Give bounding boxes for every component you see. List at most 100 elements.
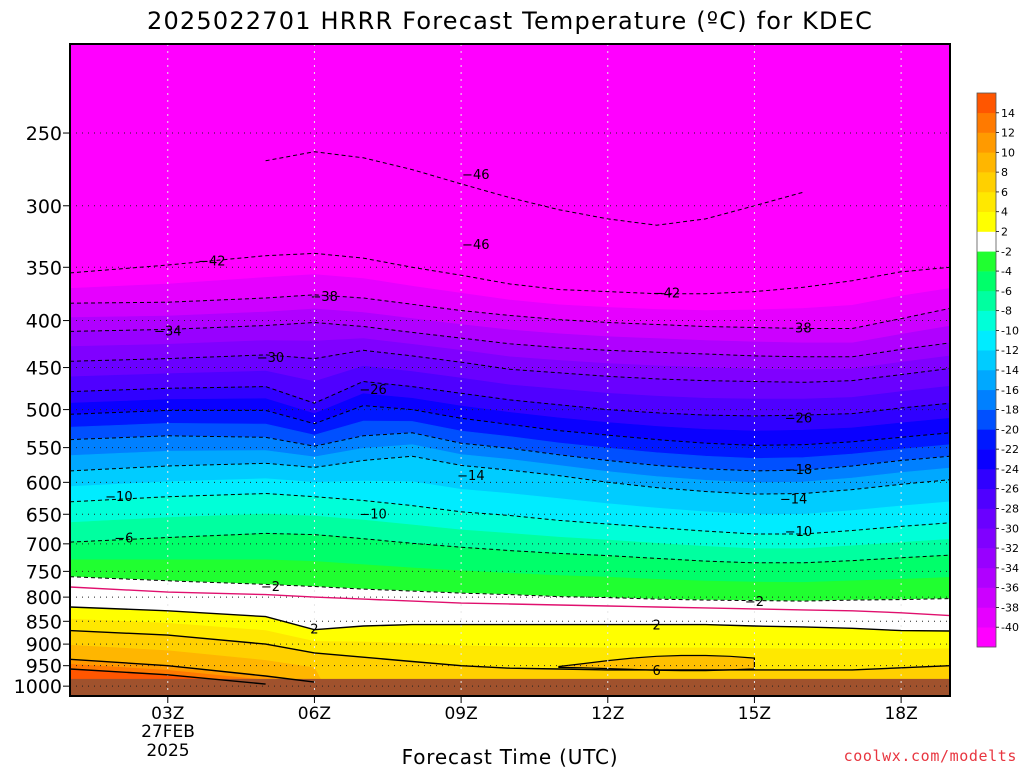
y-tick-label: 450	[26, 358, 62, 380]
y-tick-label: 300	[26, 196, 62, 218]
contour-label: −2	[261, 580, 280, 595]
contour-label: −18	[785, 463, 812, 478]
colorbar-swatch	[977, 172, 996, 193]
y-tick-label: 750	[26, 561, 62, 583]
colorbar-swatch	[977, 587, 996, 608]
colorbar-label: -20	[1001, 423, 1019, 436]
y-tick-label: 800	[26, 587, 62, 609]
date-label-year: 2025	[146, 741, 189, 761]
y-tick-label: 900	[26, 634, 62, 656]
y-tick-label: 700	[26, 534, 62, 556]
colorbar-swatch	[977, 370, 996, 391]
y-axis: 2503003504004505005506006507007508008509…	[14, 123, 70, 698]
y-tick-label: 550	[26, 438, 62, 460]
colorbar-swatch	[977, 271, 996, 292]
contour-label: −38	[311, 290, 338, 305]
colorbar-swatch	[977, 330, 996, 351]
colorbar-label: -2	[1001, 245, 1012, 258]
colorbar-label: 6	[1001, 186, 1008, 199]
y-tick-label: 250	[26, 123, 62, 145]
contour-label: −26	[359, 383, 386, 398]
isotherm-line	[70, 606, 950, 632]
colorbar: -40-38-36-34-32-30-28-26-24-22-20-18-16-…	[976, 92, 1019, 648]
colorbar-swatch	[977, 152, 996, 173]
contour-label: −14	[457, 469, 484, 484]
isotherm-line	[70, 294, 950, 329]
colorbar-swatch	[977, 231, 996, 252]
colorbar-swatch	[977, 429, 996, 450]
isotherm-line	[70, 576, 950, 602]
isotherm-line	[265, 151, 804, 226]
contour-label: −30	[257, 351, 284, 366]
isotherm-line	[70, 252, 950, 295]
colorbar-label: -6	[1001, 285, 1012, 298]
colorbar-label: -32	[1001, 542, 1019, 555]
contour-label: −42	[198, 254, 225, 269]
colorbar-label: 12	[1001, 127, 1015, 140]
colorbar-label: -26	[1001, 483, 1019, 496]
isotherm-line	[70, 349, 950, 383]
colorbar-swatch	[977, 567, 996, 588]
chart-title: 2025022701 HRRR Forecast Temperature (ºC…	[147, 7, 873, 35]
colorbar-label: -8	[1001, 305, 1012, 318]
x-axis: 03Z 06Z 09Z 12Z 15Z 18Z	[151, 696, 918, 724]
colorbar-swatch	[977, 191, 996, 213]
colorbar-label: -34	[1001, 562, 1019, 575]
colorbar-swatch	[977, 409, 996, 430]
isotherm-line	[70, 532, 950, 564]
colorbar-label: -38	[1001, 601, 1019, 614]
colorbar-label: -40	[1001, 621, 1019, 634]
colorbar-swatch	[977, 449, 996, 470]
colorbar-swatch	[977, 350, 996, 371]
colorbar-label: -4	[1001, 265, 1012, 278]
colorbar-label: 2	[1001, 226, 1008, 239]
contour-label: −6	[114, 532, 133, 547]
isotherm-line	[70, 380, 950, 417]
contour-label: 2	[310, 623, 318, 638]
isotherm-line	[70, 629, 950, 671]
contour-label: −10	[105, 490, 132, 505]
contour-label: −14	[780, 493, 807, 508]
colorbar-swatch	[977, 488, 996, 509]
colorbar-label: 10	[1001, 146, 1015, 159]
y-tick-label: 600	[26, 472, 62, 494]
colorbar-label: 4	[1001, 206, 1008, 219]
colorbar-swatch	[977, 251, 996, 272]
y-tick-label: 350	[26, 257, 62, 279]
isotherm-line	[70, 405, 950, 446]
colorbar-label: -16	[1001, 384, 1019, 397]
colorbar-label: -24	[1001, 463, 1019, 476]
y-tick-label: 650	[26, 504, 62, 526]
credit-link[interactable]: coolwx.com/modelts	[844, 747, 1017, 765]
contour-label: −10	[785, 525, 812, 540]
colorbar-swatch	[977, 627, 996, 648]
colorbar-label: -14	[1001, 364, 1019, 377]
x-tick-label: 09Z	[444, 704, 477, 724]
x-tick-label: 15Z	[738, 704, 771, 724]
colorbar-swatch	[977, 548, 996, 569]
colorbar-swatch	[977, 528, 996, 549]
contour-label: −2	[745, 595, 764, 610]
freezing-line	[70, 586, 950, 617]
contour-label: −34	[154, 324, 181, 339]
colorbar-label: -12	[1001, 344, 1019, 357]
plot-frame	[69, 43, 951, 697]
isotherm-line	[70, 668, 266, 685]
colorbar-label: -36	[1001, 582, 1019, 595]
y-tick-label: 1000	[14, 676, 62, 698]
x-tick-label: 06Z	[298, 704, 331, 724]
colorbar-swatch	[977, 310, 996, 331]
colorbar-label: -30	[1001, 522, 1019, 535]
plot-area	[70, 44, 950, 696]
contour-label: 6	[653, 664, 661, 679]
y-tick-label: 400	[26, 311, 62, 333]
x-tick-label: 03Z	[151, 704, 184, 724]
colorbar-label: -22	[1001, 443, 1019, 456]
colorbar-label: 14	[1001, 107, 1015, 120]
contour-label: −42	[653, 287, 680, 302]
isotherm-contours	[70, 151, 950, 685]
isotherm-line	[70, 321, 950, 358]
contour-label: −46	[462, 238, 489, 253]
isotherm-line	[70, 492, 950, 535]
y-tick-label: 950	[26, 656, 62, 678]
